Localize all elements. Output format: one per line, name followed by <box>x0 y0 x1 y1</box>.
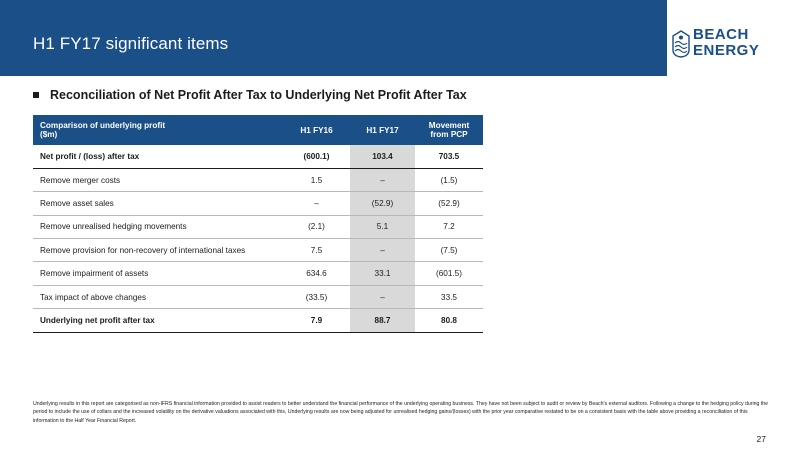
table-row-total: Underlying net profit after tax 7.9 88.7… <box>33 308 483 333</box>
row-label: Remove asset sales <box>33 191 283 216</box>
cell-h1fy17: 33.1 <box>350 261 415 286</box>
page-number: 27 <box>756 434 766 444</box>
cell-h1fy16: 7.9 <box>283 308 350 333</box>
reconciliation-table: Comparison of underlying profit ($m) H1 … <box>33 115 483 333</box>
header-comparison-line2: ($m) <box>40 130 58 139</box>
cell-h1fy17: – <box>350 285 415 310</box>
header-h1fy17: H1 FY17 <box>350 115 415 145</box>
cell-movement: (1.5) <box>415 168 483 193</box>
cell-h1fy16: – <box>283 191 350 216</box>
slide-header: H1 FY17 significant items BEACH ENERGY <box>0 0 800 76</box>
section-heading: Reconciliation of Net Profit After Tax t… <box>50 88 467 102</box>
row-label: Remove impairment of assets <box>33 261 283 286</box>
square-bullet-icon <box>33 92 39 98</box>
cell-h1fy17: – <box>350 168 415 193</box>
logo-text-energy: ENERGY <box>693 42 760 59</box>
title-bar: H1 FY17 significant items <box>0 0 667 76</box>
cell-movement: (52.9) <box>415 191 483 216</box>
cell-h1fy16: 7.5 <box>283 238 350 263</box>
table-header-row: Comparison of underlying profit ($m) H1 … <box>33 115 483 145</box>
cell-h1fy16: (2.1) <box>283 215 350 240</box>
row-label: Tax impact of above changes <box>33 285 283 310</box>
row-label: Remove unrealised hedging movements <box>33 215 283 240</box>
cell-h1fy17: 5.1 <box>350 215 415 240</box>
header-movement: Movement from PCP <box>415 115 483 145</box>
row-label: Underlying net profit after tax <box>33 308 283 333</box>
header-comparison-line1: Comparison of underlying profit <box>40 121 166 130</box>
table-row: Tax impact of above changes (33.5) – 33.… <box>33 285 483 310</box>
row-label: Remove merger costs <box>33 168 283 193</box>
cell-movement: (601.5) <box>415 261 483 286</box>
cell-h1fy16: 634.6 <box>283 261 350 286</box>
table-row: Remove merger costs 1.5 – (1.5) <box>33 168 483 193</box>
cell-movement: (7.5) <box>415 238 483 263</box>
header-h1fy16: H1 FY16 <box>283 115 350 145</box>
cell-h1fy17: – <box>350 238 415 263</box>
table-row: Remove provision for non-recovery of int… <box>33 238 483 263</box>
cell-movement: 33.5 <box>415 285 483 310</box>
footnote: Underlying results in this report are ca… <box>33 401 769 424</box>
cell-h1fy16: (600.1) <box>283 145 350 169</box>
header-movement-line1: Movement <box>428 121 470 130</box>
beach-energy-logo-mark-icon <box>672 30 690 58</box>
cell-movement: 703.5 <box>415 145 483 169</box>
section-heading-row: Reconciliation of Net Profit After Tax t… <box>33 86 467 104</box>
slide-title: H1 FY17 significant items <box>33 34 229 53</box>
header-movement-line2: from PCP <box>430 130 468 139</box>
table-row: Remove unrealised hedging movements (2.1… <box>33 215 483 240</box>
cell-h1fy16: 1.5 <box>283 168 350 193</box>
cell-h1fy16: (33.5) <box>283 285 350 310</box>
logo-text-beach: BEACH <box>693 26 749 43</box>
table-row: Remove asset sales – (52.9) (52.9) <box>33 191 483 216</box>
header-comparison: Comparison of underlying profit ($m) <box>33 115 283 145</box>
row-label: Remove provision for non-recovery of int… <box>33 238 283 263</box>
cell-movement: 80.8 <box>415 308 483 333</box>
beach-energy-logo: BEACH ENERGY <box>672 26 792 64</box>
cell-h1fy17: (52.9) <box>350 191 415 216</box>
cell-h1fy17: 88.7 <box>350 308 415 333</box>
cell-h1fy17: 103.4 <box>350 145 415 169</box>
table-row: Remove impairment of assets 634.6 33.1 (… <box>33 261 483 286</box>
row-label: Net profit / (loss) after tax <box>33 145 283 169</box>
cell-movement: 7.2 <box>415 215 483 240</box>
table-row: Net profit / (loss) after tax (600.1) 10… <box>33 145 483 169</box>
